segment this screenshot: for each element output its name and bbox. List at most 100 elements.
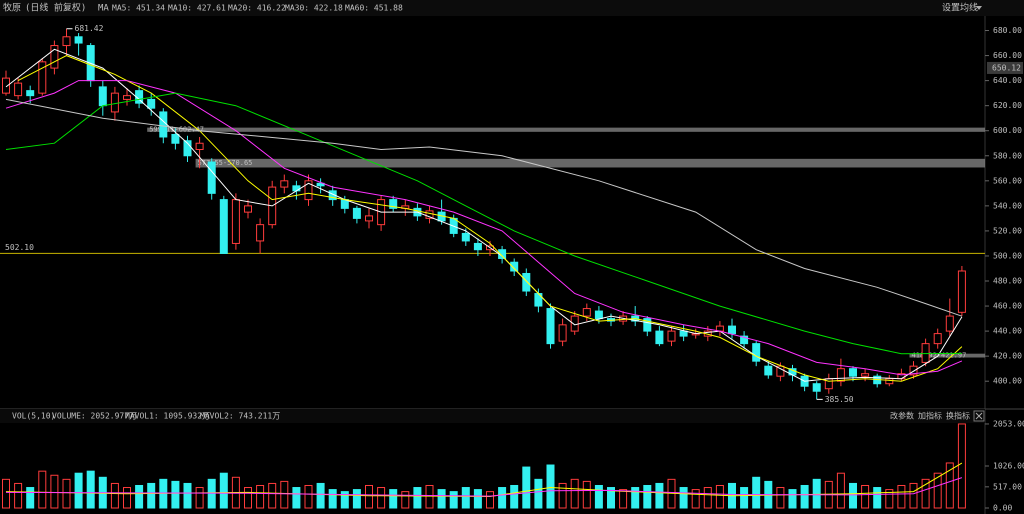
volume-bar — [86, 470, 95, 509]
volume-bar — [292, 487, 301, 509]
candle-body — [389, 199, 398, 209]
candle-body — [231, 199, 240, 244]
candle-body — [74, 36, 83, 44]
y-tick-label: 660.00 — [993, 51, 1022, 60]
volume-bar — [473, 489, 482, 509]
volume-bar — [691, 489, 700, 509]
candle-body — [594, 310, 603, 320]
price-tag-label: 650.12 — [992, 63, 1021, 72]
volume-bar — [389, 489, 398, 509]
volume-bar — [788, 489, 797, 509]
candle-body — [570, 315, 579, 332]
candle-body — [885, 378, 894, 385]
volume-button[interactable]: 加指标 — [918, 411, 942, 421]
volume-bar — [268, 482, 277, 509]
close-box[interactable] — [973, 410, 985, 422]
candle-body — [764, 365, 773, 376]
volume-bar — [244, 487, 252, 509]
candle-body — [38, 61, 47, 94]
volume-bar — [558, 482, 567, 509]
volume-bar — [498, 487, 507, 509]
volume-bar — [26, 487, 35, 509]
volume-bar — [897, 484, 906, 509]
candle-body — [933, 333, 942, 345]
volume-legend: MAVOL2: 743.211万 — [200, 412, 280, 421]
y-tick-label: 460.00 — [993, 302, 1022, 311]
ma-legend: MA5: 451.34 — [112, 4, 165, 13]
y-tick-label: 560.00 — [993, 176, 1022, 185]
volume-bar — [885, 489, 894, 509]
annotation-label: 681.42 — [75, 24, 104, 33]
volume-bar — [619, 489, 628, 509]
volume-bar — [135, 484, 144, 509]
volume-legend: VOLUME: 2052.977万 — [52, 412, 137, 421]
volume-bar — [123, 487, 131, 509]
candle-body — [147, 98, 156, 109]
candle-body — [50, 45, 59, 69]
candle-body — [365, 215, 373, 222]
volume-bar — [909, 482, 918, 509]
volume-bar — [522, 466, 531, 509]
candle-body — [171, 133, 180, 144]
volume-button[interactable]: 改参数 — [890, 411, 914, 421]
y-tick-label: 580.00 — [993, 151, 1022, 160]
volume-bar — [740, 487, 749, 509]
y-tick-label: 680.00 — [993, 26, 1022, 35]
y-tick-label: 500.00 — [993, 251, 1022, 260]
volume-bar — [437, 489, 446, 509]
volume-bar — [510, 484, 519, 509]
candle-body — [522, 272, 531, 292]
candle-body — [62, 36, 71, 47]
candle-body — [849, 368, 857, 377]
volume-bar — [752, 476, 761, 509]
volume-bar — [183, 482, 192, 509]
candle-body — [280, 180, 289, 188]
volume-legend: MAVOL1: 1095.932万 — [125, 412, 210, 421]
candle-body — [183, 140, 192, 157]
volume-bar — [74, 472, 83, 509]
candle-body — [740, 335, 749, 345]
volume-bar — [703, 487, 712, 509]
volume-bar — [812, 478, 821, 509]
volume-bar — [570, 478, 579, 509]
y-tick-label: 480.00 — [993, 277, 1022, 286]
volume-bar — [304, 484, 313, 509]
y-tick-label: 400.00 — [993, 377, 1022, 386]
volume-bar — [256, 484, 265, 509]
volume-bar — [110, 482, 119, 509]
ma-line — [5, 92, 962, 355]
volume-bar — [534, 478, 543, 509]
volume-bar — [631, 487, 640, 509]
settings-button[interactable]: 设置均线 — [942, 2, 978, 14]
y-tick-label: 520.00 — [993, 226, 1022, 235]
volume-button[interactable]: 换指标 — [946, 411, 970, 421]
volume-bar — [280, 480, 289, 509]
volume-bar — [413, 487, 422, 509]
price-band — [909, 353, 985, 358]
volume-bar — [2, 478, 10, 509]
candle-body — [473, 242, 482, 251]
volume-bar — [594, 484, 603, 509]
band-label: 418.92-421.97 — [912, 352, 967, 360]
price-band — [147, 127, 985, 132]
volume-bar — [643, 484, 652, 509]
volume-bar — [861, 484, 870, 509]
candle-body — [679, 330, 688, 337]
ma-legend: MA10: 427.61 — [168, 4, 226, 13]
annotation-label: 385.50 — [825, 395, 854, 404]
candle-body — [256, 224, 265, 242]
candle-body — [123, 95, 131, 100]
volume-tick-label: 1026.00 — [993, 462, 1024, 471]
volume-bar — [921, 478, 930, 509]
volume-bar — [365, 484, 373, 509]
candle-body — [957, 270, 966, 313]
candle-body — [667, 330, 676, 342]
candle-body — [728, 325, 736, 335]
ma-legend: MA20: 416.22 — [228, 4, 286, 13]
candle-body — [861, 373, 870, 377]
price-band — [195, 158, 986, 168]
candle-body — [304, 180, 313, 201]
volume-bar — [449, 491, 458, 509]
